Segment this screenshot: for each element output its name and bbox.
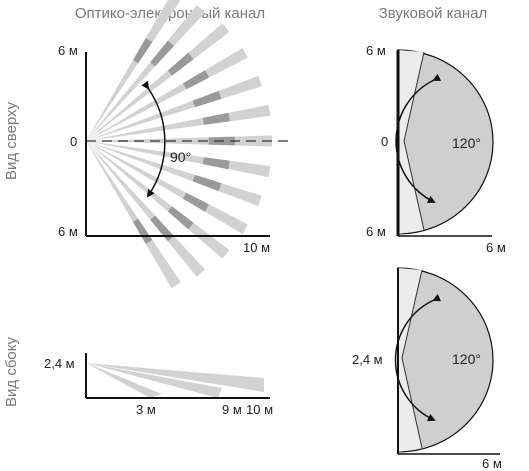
optical-beam-13 bbox=[86, 141, 181, 289]
optical-beam-2-dense-zone bbox=[150, 40, 174, 67]
sound-top-near-zone bbox=[398, 50, 424, 234]
optical-beam-1 bbox=[86, 0, 181, 141]
sound-side-x-end-label: 6 м bbox=[482, 456, 502, 471]
sound-side-near-zone bbox=[398, 268, 422, 452]
optical-side-x3-label: 10 м bbox=[246, 402, 273, 417]
sound-side-zone bbox=[397, 267, 494, 453]
sound-top-y-bottom-label: 6 м bbox=[366, 224, 386, 239]
optical-beam-10 bbox=[86, 141, 248, 234]
angle-arc-120-top bbox=[395, 73, 442, 203]
optical-beam-13-dense-zone bbox=[133, 218, 153, 244]
angle-arc-90 bbox=[141, 80, 166, 198]
optical-top-beams bbox=[86, 0, 272, 289]
optical-beam-12 bbox=[86, 141, 205, 277]
optical-beam-12-dense-zone bbox=[150, 215, 174, 242]
optical-beam-10-dense-zone bbox=[183, 192, 209, 212]
optical-beam-2 bbox=[86, 5, 205, 141]
sound-side-wedge bbox=[401, 269, 423, 449]
angle-arc-120-side bbox=[394, 293, 442, 422]
optical-beam-5 bbox=[86, 75, 262, 141]
optical-side-height-label: 2,4 м bbox=[44, 356, 75, 371]
sound-top-angle-label: 120° bbox=[452, 135, 481, 151]
header-sound: Звуковой канал bbox=[379, 5, 488, 22]
optical-beam-4 bbox=[86, 48, 248, 141]
optical-beam-1-dense-zone bbox=[133, 38, 153, 64]
optical-beam-9-dense-zone bbox=[192, 174, 222, 192]
optical-top-x-end-label: 10 м bbox=[243, 240, 270, 255]
sound-side-angle-label: 120° bbox=[452, 351, 481, 367]
optical-top-y-top-label: 6 м bbox=[58, 43, 78, 58]
sound-top-x-end-label: 6 м bbox=[486, 240, 506, 255]
optical-beam-11-dense-zone bbox=[167, 206, 194, 230]
optical-top-y-bottom-label: 6 м bbox=[58, 224, 78, 239]
optical-top-view: 6 м 0 6 м 10 м 90° bbox=[58, 0, 288, 289]
optical-beam-6-dense-zone bbox=[202, 112, 230, 125]
optical-beam-8-dense-zone bbox=[202, 157, 230, 170]
optical-beam-4-dense-zone bbox=[183, 70, 209, 90]
side-beam-2 bbox=[86, 363, 222, 398]
optical-side-x1-label: 3 м bbox=[136, 402, 156, 417]
optical-beam-5-dense-zone bbox=[192, 90, 222, 108]
optical-top-angle-label: 90° bbox=[170, 149, 191, 165]
sound-top-wedge bbox=[403, 51, 425, 231]
optical-side-x2-label: 9 м bbox=[222, 402, 242, 417]
side-label-side-view: Вид сбоку bbox=[3, 337, 20, 407]
side-beam-1 bbox=[86, 363, 264, 392]
optical-beam-11 bbox=[86, 141, 230, 259]
sound-top-zone bbox=[397, 49, 494, 235]
sound-side-height-label: 2,4 м bbox=[352, 352, 383, 367]
sound-top-view: 6 м 0 6 м 6 м 120° bbox=[366, 43, 506, 255]
sound-side-view: 2,4 м 6 м 120° bbox=[352, 267, 502, 471]
sound-top-y-top-label: 6 м bbox=[366, 43, 386, 58]
optical-top-y-mid-label: 0 bbox=[70, 134, 77, 149]
optical-beam-3-dense-zone bbox=[167, 52, 194, 76]
side-label-top-view: Вид сверху bbox=[3, 101, 20, 180]
optical-side-view: 2,4 м 3 м 9 м 10 м bbox=[44, 353, 273, 417]
side-beam-3 bbox=[86, 363, 162, 398]
optical-beam-3 bbox=[86, 23, 230, 141]
sound-top-y-mid-label: 0 bbox=[381, 134, 388, 149]
